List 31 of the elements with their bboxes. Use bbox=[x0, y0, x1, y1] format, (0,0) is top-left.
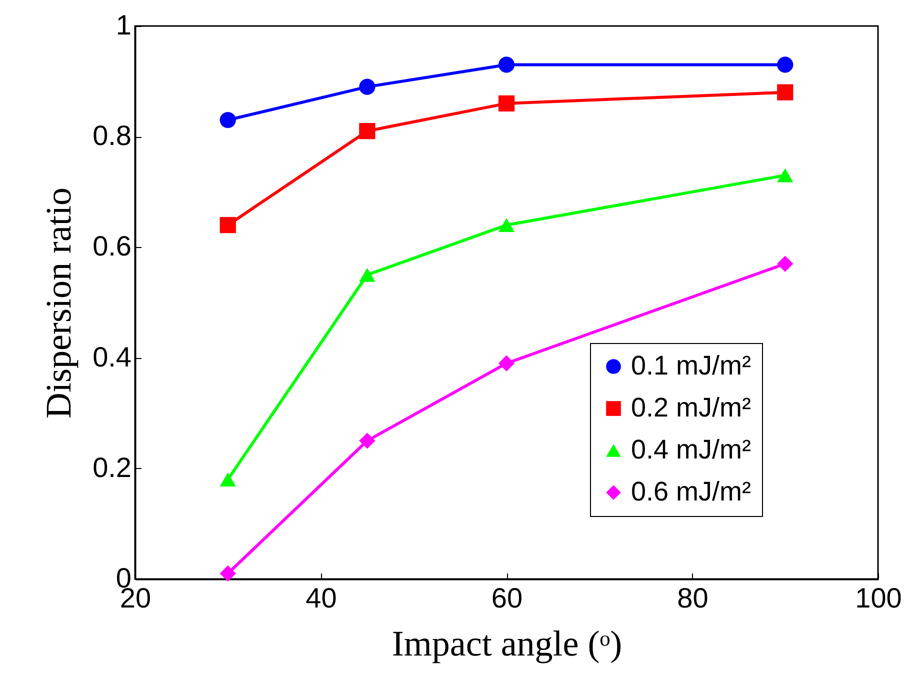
point bbox=[777, 256, 794, 272]
y-tick-label: 0.8 bbox=[92, 120, 132, 152]
y-tick-label: 0.6 bbox=[92, 230, 132, 262]
y-tick-label: 1 bbox=[116, 10, 132, 40]
x-axis-title: Impact angle (ᵒ) bbox=[392, 624, 622, 664]
point bbox=[777, 56, 794, 73]
point bbox=[359, 123, 376, 140]
legend-label: 0.4 mJ/m² bbox=[631, 434, 752, 464]
point bbox=[359, 78, 376, 95]
x-tick-label: 40 bbox=[306, 582, 337, 614]
y-axis-title: Dispersion ratio bbox=[38, 188, 79, 418]
y-tick-label: 0.4 bbox=[92, 341, 132, 372]
point bbox=[777, 84, 794, 100]
x-tick-label: 100 bbox=[855, 582, 902, 614]
point bbox=[777, 168, 794, 182]
legend-label: 0.1 mJ/m² bbox=[631, 350, 752, 380]
point bbox=[220, 217, 236, 234]
point bbox=[220, 565, 236, 582]
point bbox=[498, 355, 515, 372]
point bbox=[220, 112, 236, 128]
legend-label: 0.2 mJ/m² bbox=[631, 392, 752, 422]
point bbox=[498, 218, 515, 232]
point bbox=[498, 95, 515, 112]
x-tick-label: 60 bbox=[491, 582, 523, 614]
point bbox=[359, 268, 376, 282]
point bbox=[498, 56, 515, 73]
x-tick-label: 80 bbox=[677, 582, 708, 614]
point bbox=[359, 432, 376, 449]
y-tick-label: 0.2 bbox=[92, 452, 132, 483]
point bbox=[220, 472, 236, 486]
legend-label: 0.6 mJ/m² bbox=[631, 476, 752, 506]
